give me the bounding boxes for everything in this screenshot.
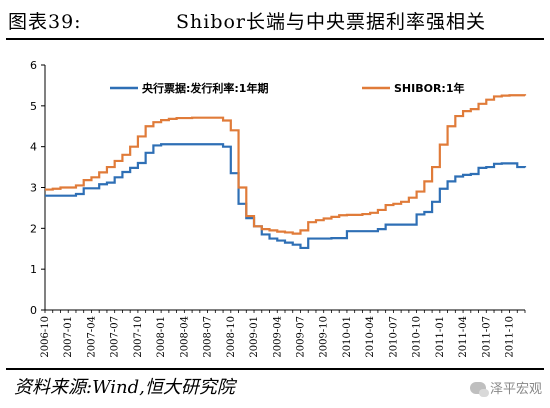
x-tick-label: 2009-10	[319, 316, 330, 358]
x-tick-label: 2010-07	[388, 316, 399, 358]
title-rule	[6, 38, 544, 40]
series-layer	[45, 94, 527, 250]
x-tick-label: 2009-04	[272, 316, 283, 358]
y-tick-label: 6	[30, 59, 37, 72]
x-tick-label: 2010-01	[342, 316, 353, 358]
x-tick-label: 2010-04	[365, 316, 376, 358]
x-tick-label: 2011-01	[435, 316, 446, 358]
chart: 0 1 2 3 4 5 6 2006-10 2007-01 2007-04 2007-07 2007…	[30, 59, 527, 358]
x-tick-label: 2007-07	[110, 316, 121, 358]
figure-number: 图表39:	[8, 11, 82, 33]
y-tick-label: 4	[30, 141, 37, 154]
watermark-text: 泽平宏观	[489, 382, 542, 397]
x-tick-label: 2007-01	[63, 316, 74, 358]
x-tick-label: 2010-10	[412, 316, 423, 358]
figure-name: Shibor长端与中央票据利率强相关	[176, 11, 487, 33]
wechat-icon	[469, 381, 489, 397]
y-tick-label: 3	[30, 182, 37, 195]
legend-label-cb-rate: 央行票据:发行利率:1年期	[142, 81, 268, 95]
x-tick-label: 2009-07	[295, 316, 306, 358]
figure-title: 图表39: Shibor长端与中央票据利率强相关	[6, 6, 544, 36]
watermark: 泽平宏观	[469, 378, 542, 397]
source-note: 资料来源:Wind,恒大研究院	[14, 377, 235, 398]
y-tick-label: 0	[30, 304, 37, 317]
legend: 央行票据:发行利率:1年期 SHIBOR:1年	[110, 81, 464, 95]
x-tick-label: 2011-07	[481, 316, 492, 358]
x-tick-label: 2006-10	[40, 316, 51, 358]
x-tick-label: 2011-10	[505, 316, 516, 358]
legend-label-shibor: SHIBOR:1年	[394, 81, 464, 95]
x-tick-label: 2008-01	[156, 316, 167, 358]
x-tick-label: 2008-04	[179, 316, 190, 358]
y-tick-label: 5	[30, 100, 37, 113]
x-tick-label: 2008-07	[203, 316, 214, 358]
x-tick-label: 2009-01	[249, 316, 260, 358]
series-line-shibor	[45, 94, 527, 235]
y-tick-label: 2	[30, 222, 37, 235]
plot-frame	[44, 65, 525, 311]
series-line-cb-rate	[45, 143, 527, 250]
y-tick-label: 1	[30, 263, 37, 276]
x-ticks: 2006-10 2007-01 2007-04 2007-07 2007-10 2008-…	[40, 310, 526, 358]
x-tick-label: 2007-10	[133, 316, 144, 358]
y-ticks: 0 1 2 3 4 5 6	[30, 59, 45, 317]
x-tick-label: 2008-10	[226, 316, 237, 358]
x-tick-label: 2007-04	[86, 316, 97, 358]
bottom-rule	[6, 368, 544, 370]
x-tick-label: 2011-04	[458, 316, 469, 358]
